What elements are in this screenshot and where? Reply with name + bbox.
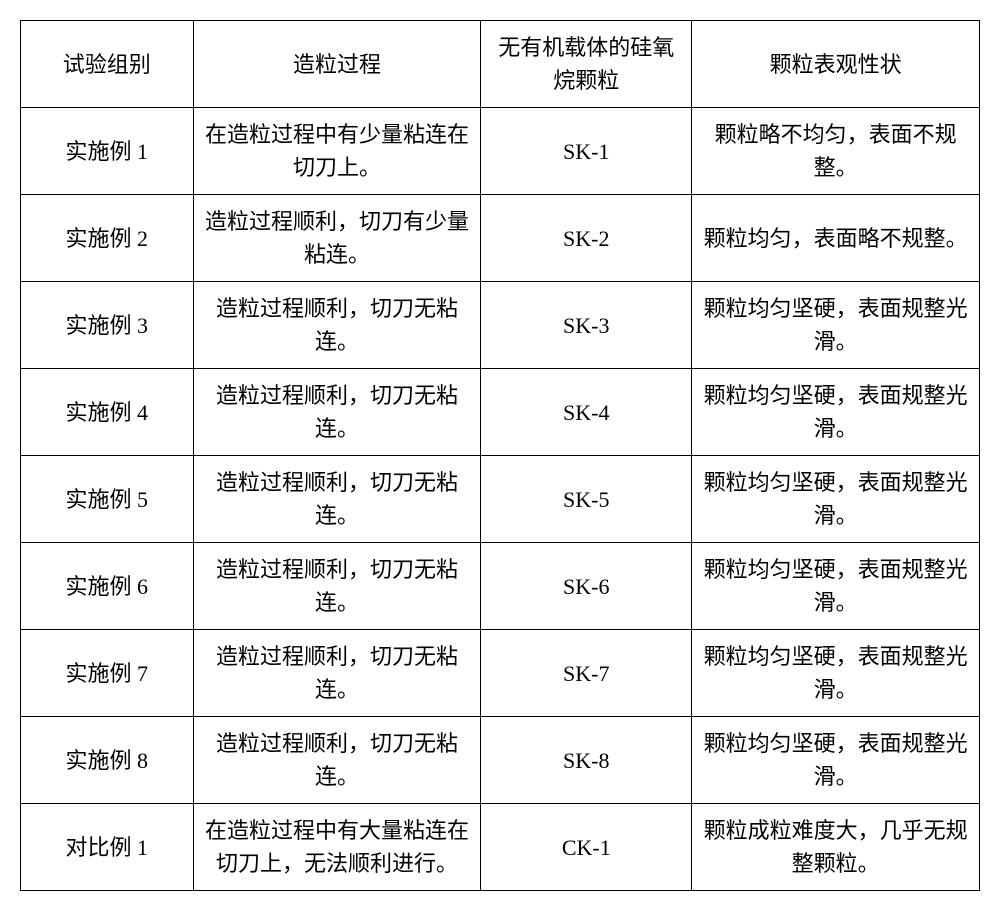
cell: 造粒过程顺利，切刀无粘连。 — [193, 630, 481, 717]
table-row: 实施例 4 造粒过程顺利，切刀无粘连。 SK-4 颗粒均匀坚硬，表面规整光滑。 — [21, 369, 980, 456]
cell: 实施例 4 — [21, 369, 194, 456]
cell: SK-2 — [481, 195, 692, 282]
table-row: 实施例 1 在造粒过程中有少量粘连在切刀上。 SK-1 颗粒略不均匀，表面不规整… — [21, 108, 980, 195]
data-table: 试验组别 造粒过程 无有机载体的硅氧烷颗粒 颗粒表观性状 实施例 1 在造粒过程… — [20, 20, 980, 891]
cell: 颗粒均匀坚硬，表面规整光滑。 — [692, 456, 980, 543]
cell: SK-7 — [481, 630, 692, 717]
cell: 造粒过程顺利，切刀无粘连。 — [193, 717, 481, 804]
table-row: 实施例 6 造粒过程顺利，切刀无粘连。 SK-6 颗粒均匀坚硬，表面规整光滑。 — [21, 543, 980, 630]
cell: SK-8 — [481, 717, 692, 804]
cell: 颗粒均匀坚硬，表面规整光滑。 — [692, 543, 980, 630]
cell: 颗粒略不均匀，表面不规整。 — [692, 108, 980, 195]
cell: 颗粒均匀坚硬，表面规整光滑。 — [692, 282, 980, 369]
cell: 造粒过程顺利，切刀无粘连。 — [193, 456, 481, 543]
table-row: 实施例 8 造粒过程顺利，切刀无粘连。 SK-8 颗粒均匀坚硬，表面规整光滑。 — [21, 717, 980, 804]
cell: CK-1 — [481, 804, 692, 891]
cell: 颗粒均匀，表面略不规整。 — [692, 195, 980, 282]
cell: 实施例 3 — [21, 282, 194, 369]
cell: 实施例 1 — [21, 108, 194, 195]
cell: SK-6 — [481, 543, 692, 630]
col-header-1: 造粒过程 — [193, 21, 481, 108]
table-row: 实施例 3 造粒过程顺利，切刀无粘连。 SK-3 颗粒均匀坚硬，表面规整光滑。 — [21, 282, 980, 369]
cell: 颗粒成粒难度大，几乎无规整颗粒。 — [692, 804, 980, 891]
cell: 造粒过程顺利，切刀无粘连。 — [193, 369, 481, 456]
cell: 在造粒过程中有少量粘连在切刀上。 — [193, 108, 481, 195]
cell: 颗粒均匀坚硬，表面规整光滑。 — [692, 630, 980, 717]
cell: 实施例 8 — [21, 717, 194, 804]
table-row: 实施例 2 造粒过程顺利，切刀有少量粘连。 SK-2 颗粒均匀，表面略不规整。 — [21, 195, 980, 282]
cell: 对比例 1 — [21, 804, 194, 891]
cell: SK-5 — [481, 456, 692, 543]
cell: 颗粒均匀坚硬，表面规整光滑。 — [692, 717, 980, 804]
col-header-2: 无有机载体的硅氧烷颗粒 — [481, 21, 692, 108]
cell: 造粒过程顺利，切刀无粘连。 — [193, 282, 481, 369]
cell: 实施例 2 — [21, 195, 194, 282]
table-row: 实施例 7 造粒过程顺利，切刀无粘连。 SK-7 颗粒均匀坚硬，表面规整光滑。 — [21, 630, 980, 717]
cell: 在造粒过程中有大量粘连在切刀上，无法顺利进行。 — [193, 804, 481, 891]
cell: SK-3 — [481, 282, 692, 369]
col-header-3: 颗粒表观性状 — [692, 21, 980, 108]
cell: SK-1 — [481, 108, 692, 195]
cell: 实施例 6 — [21, 543, 194, 630]
cell: 颗粒均匀坚硬，表面规整光滑。 — [692, 369, 980, 456]
table-body: 实施例 1 在造粒过程中有少量粘连在切刀上。 SK-1 颗粒略不均匀，表面不规整… — [21, 108, 980, 891]
table-row: 实施例 5 造粒过程顺利，切刀无粘连。 SK-5 颗粒均匀坚硬，表面规整光滑。 — [21, 456, 980, 543]
table-row: 对比例 1 在造粒过程中有大量粘连在切刀上，无法顺利进行。 CK-1 颗粒成粒难… — [21, 804, 980, 891]
cell: 实施例 7 — [21, 630, 194, 717]
cell: 实施例 5 — [21, 456, 194, 543]
cell: SK-4 — [481, 369, 692, 456]
cell: 造粒过程顺利，切刀无粘连。 — [193, 543, 481, 630]
table-header-row: 试验组别 造粒过程 无有机载体的硅氧烷颗粒 颗粒表观性状 — [21, 21, 980, 108]
cell: 造粒过程顺利，切刀有少量粘连。 — [193, 195, 481, 282]
col-header-0: 试验组别 — [21, 21, 194, 108]
